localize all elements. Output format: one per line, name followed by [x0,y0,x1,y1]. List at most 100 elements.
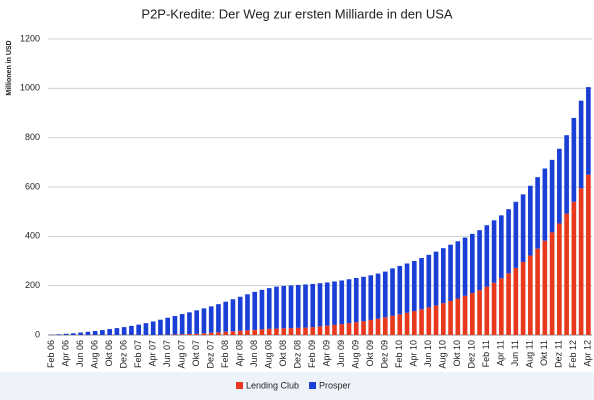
bar-segment [339,280,345,325]
bar-segment [549,232,555,335]
bar-segment [223,331,229,335]
footer-band [0,372,594,400]
bar-segment [513,201,519,268]
bar-segment [56,334,62,335]
bar-segment [252,329,258,335]
x-tick-label: Jun 07 [162,340,172,367]
bar-segment [194,333,200,335]
bar-segment [571,117,577,202]
x-tick-label: Aug 07 [177,340,187,369]
bar-segment [274,286,279,329]
bar-segment [375,318,381,335]
bar-segment [172,316,178,335]
bar-segment [397,314,403,335]
bar-segment [288,285,294,329]
bar-segment [288,328,294,335]
bar-segment [317,283,323,327]
bar-segment [528,185,533,256]
x-tick-label: Jun 11 [510,340,520,366]
bar-segment [542,168,548,241]
bar-segment [216,304,221,333]
y-tick-label: 1000 [20,83,40,93]
x-tick-label: Feb 06 [46,340,56,368]
bar-segment [535,248,540,335]
bar-segment [78,332,83,335]
bar-segment [557,148,562,224]
bar-segment [440,248,446,304]
x-tick-label: Aug 08 [264,340,274,369]
x-tick-label: Dez 07 [206,340,216,369]
bar-segment [586,87,591,175]
x-tick-label: Jun 08 [249,340,259,367]
bar-segment [491,220,497,283]
bar-segment [404,263,410,313]
bar-segment [426,307,432,335]
x-tick-label: Apr 06 [61,340,71,367]
bar-segment [136,324,141,335]
bar-segment [143,323,149,335]
x-tick-label: Feb 08 [220,340,230,368]
bar-segment [462,295,468,335]
bar-segment [499,278,504,335]
bar-segment [179,314,185,335]
bar-segment [71,333,76,335]
x-tick-label: Dez 09 [380,340,390,369]
bar-segment [469,293,475,335]
bar-segment [586,174,591,335]
bar-segment [578,100,584,189]
bar-segment [158,319,163,335]
x-tick-label: Apr 11 [496,340,506,366]
bar-segment [390,315,395,335]
bar-segment [557,223,562,335]
bar-segment [542,240,548,335]
bar-segment [484,225,490,287]
bar-segment [346,323,352,335]
bar-segment [114,328,120,335]
bar-segment [506,273,511,335]
bar-segment [266,288,272,329]
x-tick-label: Jun 10 [423,340,433,367]
x-tick-label: Dez 11 [554,340,564,368]
bar-segment [281,285,287,329]
bar-segment [237,296,243,331]
bar-segment [129,325,134,335]
bar-segment [440,303,446,335]
bar-segment [324,282,330,326]
bar-segment [578,188,584,335]
bar-segment [353,322,359,335]
x-tick-label: Okt 10 [452,340,462,367]
bar-segment [310,283,316,328]
bar-segment [187,334,192,335]
bar-segment [433,305,439,335]
bar-segment [368,275,374,320]
bar-segment [404,312,410,335]
x-tick-label: Aug 10 [438,340,448,369]
bar-segment [274,328,279,335]
bar-segment [361,321,366,335]
bar-segment [397,265,403,315]
bar-segment [252,291,258,330]
x-tick-label: Aug 06 [90,340,100,369]
bar-segment [303,284,308,328]
x-tick-label: Aug 11 [525,340,535,368]
bar-segment [549,159,555,233]
bar-segment [426,254,432,308]
bar-segment [520,261,526,335]
bar-segment [375,273,381,319]
y-axis-label: Millionen in USD [6,40,13,95]
x-tick-label: Okt 07 [191,340,201,367]
bar-segment [448,300,453,335]
y-tick-label: 200 [25,280,40,290]
bar-segment [121,327,127,335]
x-tick-label: Dez 06 [119,340,129,369]
x-tick-label: Feb 09 [307,340,317,368]
bar-segment [346,279,352,324]
bar-segment [390,268,395,316]
bar-segment [361,276,366,322]
bar-segment [187,312,192,335]
bar-segment [281,328,287,335]
x-tick-label: Dez 10 [467,340,477,369]
x-tick-label: Apr 09 [322,340,332,367]
bar-segment [462,237,468,296]
